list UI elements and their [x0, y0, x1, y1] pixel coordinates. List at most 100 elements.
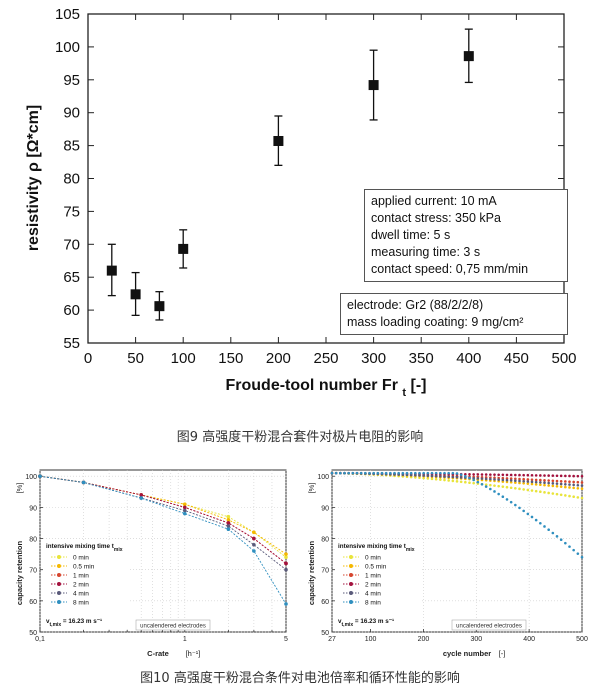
- data-point: [459, 480, 463, 484]
- data-point: [551, 484, 555, 488]
- data-point: [480, 482, 484, 486]
- data-point: [372, 471, 375, 475]
- x-axis-unit: [h⁻¹]: [186, 649, 201, 658]
- data-point: [526, 488, 530, 492]
- data-point: [543, 491, 546, 494]
- y-axis-title: capacity retention: [15, 540, 24, 605]
- data-point: [422, 476, 425, 480]
- data-point: [451, 475, 455, 479]
- data-point: [409, 471, 413, 475]
- data-point: [81, 480, 86, 485]
- data-point: [226, 521, 231, 525]
- y-tick-label: 60: [321, 599, 329, 606]
- legend-marker: [57, 564, 61, 568]
- data-point: [468, 473, 471, 476]
- data-point: [38, 474, 42, 479]
- data-point: [522, 488, 525, 491]
- x-tick-label: 27: [328, 636, 336, 643]
- data-point: [139, 493, 144, 497]
- data-point: [497, 484, 500, 488]
- y-tick-label: 100: [317, 474, 329, 481]
- data-point: [484, 485, 488, 488]
- x-tick-label: 0: [84, 350, 92, 367]
- x-tick-label: 150: [218, 350, 243, 367]
- data-point: [343, 471, 346, 475]
- data-point: [568, 480, 571, 484]
- data-point: [393, 471, 396, 475]
- data-point: [380, 471, 384, 475]
- y-tick-label: 50: [321, 630, 329, 637]
- legend-marker: [349, 600, 353, 604]
- legend-label: 0.5 min: [73, 564, 95, 571]
- data-point: [501, 485, 505, 488]
- x-tick-label: 300: [361, 350, 386, 367]
- data-point: [555, 492, 559, 496]
- data-point: [489, 483, 492, 487]
- data-point: [493, 490, 496, 493]
- data-point: [518, 473, 521, 477]
- data-point: [409, 473, 413, 477]
- data-point: [559, 482, 563, 486]
- data-point: [455, 472, 459, 475]
- data-point: [447, 479, 450, 482]
- data-point: [534, 478, 538, 482]
- data-point: [526, 482, 530, 485]
- data-point: [501, 478, 505, 482]
- legend-label: 2 min: [365, 582, 381, 589]
- data-point: [572, 548, 575, 552]
- x-tick-label: 500: [576, 636, 588, 643]
- data-point: [226, 527, 231, 531]
- data-point: [547, 528, 550, 532]
- data-point: [389, 471, 392, 475]
- data-point: [359, 471, 363, 475]
- legend-marker: [57, 582, 61, 586]
- data-point: [355, 471, 359, 475]
- data-point: [489, 487, 492, 491]
- y-tick-label: 85: [63, 138, 80, 155]
- data-point: [334, 471, 338, 475]
- data-point: [252, 549, 256, 553]
- data-point: [514, 486, 517, 490]
- data-point: [568, 474, 571, 478]
- data-point: [455, 480, 459, 483]
- y-tick-label: 100: [55, 39, 80, 56]
- data-point: [252, 536, 256, 541]
- legend-footnote: vt,mix = 16.23 m s⁻¹: [338, 618, 394, 628]
- data-point: [580, 496, 584, 500]
- legend-label: 0 min: [73, 555, 89, 562]
- y-tick-label: 60: [63, 302, 80, 319]
- data-point: [154, 301, 165, 312]
- data-point: [580, 555, 584, 559]
- legend-label: 1 min: [73, 573, 89, 580]
- data-point: [555, 535, 559, 538]
- data-point: [522, 481, 525, 485]
- data-point: [182, 508, 187, 513]
- data-point: [426, 471, 430, 475]
- data-point: [368, 471, 371, 475]
- data-point: [518, 479, 521, 483]
- data-point: [418, 471, 421, 475]
- data-point: [530, 473, 534, 477]
- legend-marker: [57, 600, 61, 604]
- data-point: [489, 473, 492, 476]
- data-point: [178, 243, 189, 254]
- data-point: [472, 476, 475, 480]
- data-point: [551, 479, 555, 483]
- data-point: [564, 541, 567, 545]
- data-point: [347, 471, 350, 475]
- info-line: measuring time: 3 s: [371, 245, 481, 259]
- data-point: [534, 474, 538, 477]
- legend-marker: [349, 573, 353, 577]
- data-point: [526, 473, 530, 477]
- data-point: [480, 477, 484, 480]
- data-point: [534, 518, 538, 522]
- x-tick-label: 5: [284, 636, 288, 643]
- data-point: [576, 474, 580, 478]
- data-point: [182, 511, 187, 516]
- info-line: contact stress: 350 kPa: [371, 211, 501, 225]
- data-point: [426, 474, 430, 478]
- data-point: [564, 474, 567, 478]
- data-point: [547, 491, 550, 495]
- data-point: [339, 471, 342, 475]
